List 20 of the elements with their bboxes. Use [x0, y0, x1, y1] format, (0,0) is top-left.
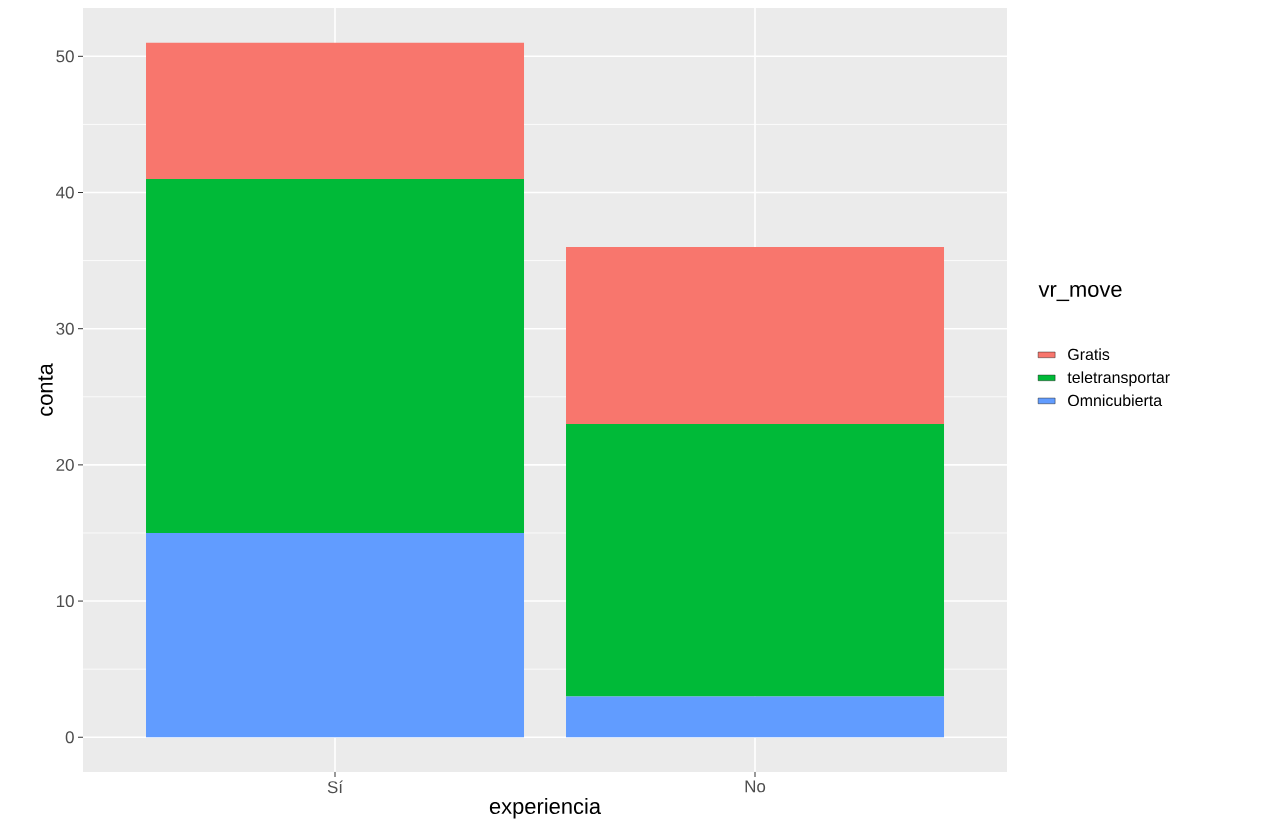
y-tick-label: 0: [65, 731, 74, 744]
bar: [146, 532, 525, 738]
x-tick-label: No: [745, 780, 766, 793]
y-axis-title: conta: [38, 363, 53, 416]
legend-label: teletransportar: [1067, 371, 1170, 387]
y-tick-label: 20: [56, 458, 74, 471]
x-axis-title: experiencia: [489, 797, 602, 819]
legend-label: Gratis: [1068, 348, 1110, 361]
bar: [566, 424, 945, 697]
bar: [566, 696, 945, 738]
x-tick-label: Sí: [327, 780, 343, 794]
legend-label: Omnicubierta: [1068, 394, 1163, 407]
bar: [146, 42, 525, 179]
bar: [566, 246, 945, 425]
y-tick-label: 30: [56, 322, 74, 335]
bar: [146, 178, 525, 533]
legend-title: vr_move: [1038, 284, 1122, 302]
y-tick-label: 40: [56, 186, 74, 199]
y-tick-label: 50: [56, 50, 74, 63]
y-tick-label: 10: [56, 595, 74, 608]
